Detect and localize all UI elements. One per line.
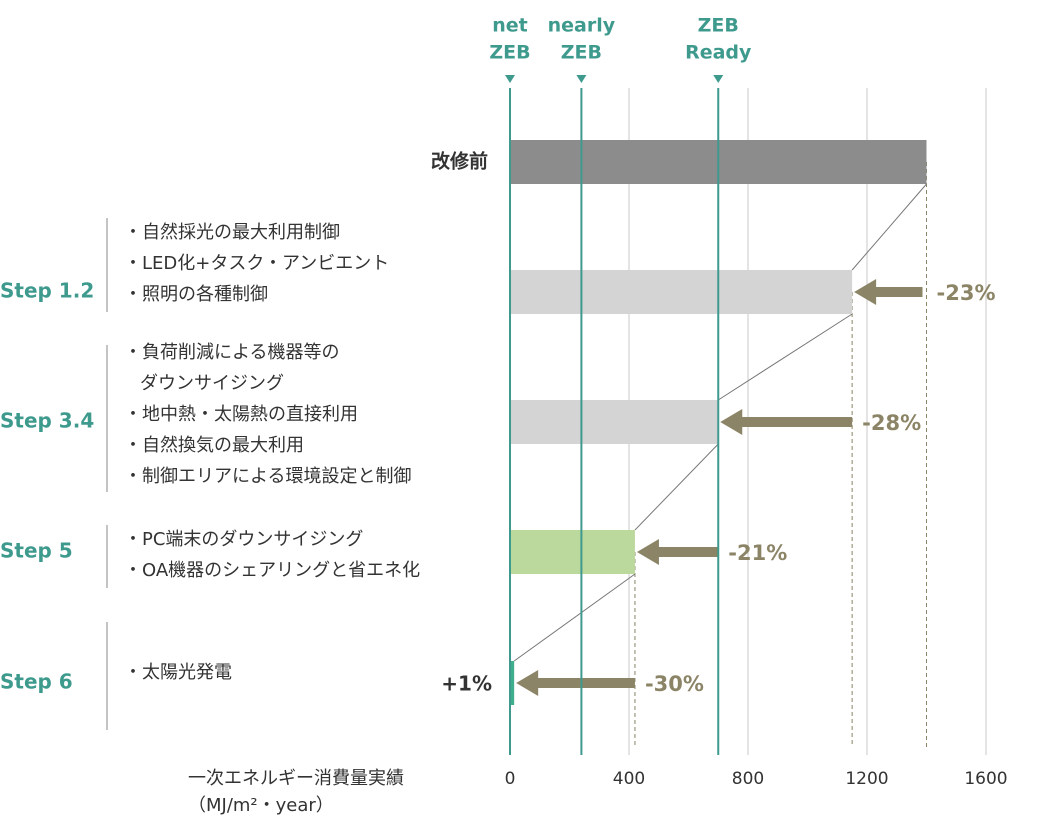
reference-marker [576,75,587,83]
connector [634,443,719,531]
measure-text: ・制御エリアによる環境設定と制御 [124,466,411,487]
step-label: Step 3.4 [0,409,94,433]
step-label: Step 6 [0,670,73,694]
category-label: 改修前 [431,150,488,173]
measure-text: ・負荷削減による機器等の [124,342,339,363]
reference-label: net [492,15,528,37]
bar [510,661,515,705]
connector [851,183,927,271]
measure-text: ・自然換気の最大利用 [124,435,304,456]
change-label: -23% [937,281,996,305]
change-label: -21% [728,541,787,565]
measure-text: ・自然採光の最大利用制御 [124,222,340,243]
step-label: Step 1.2 [0,279,94,303]
reference-label: nearly [548,15,616,37]
x-tick-label: 0 [505,769,516,789]
step-label: Step 5 [0,539,73,563]
change-arrow [720,409,853,435]
bar [510,400,719,444]
x-axis-label: 一次エネルギー消費量実績 [188,768,404,789]
change-label: -30% [645,672,704,696]
measure-text: ・地中熱・太陽熱の直接利用 [124,404,358,425]
bar [510,270,853,314]
measure-text: ・LED化+タスク・アンビエント [124,253,389,274]
connector [717,313,853,401]
x-tick-label: 800 [732,769,764,789]
measure-text: ・照明の各種制御 [124,284,268,305]
reference-label: Ready [685,42,752,64]
x-tick-label: 1200 [845,769,888,789]
reference-label: ZEB [698,15,739,37]
change-arrow [854,279,923,305]
measure-text: ・太陽光発電 [124,662,232,683]
measure-text: ・OA機器のシェアリングと省エネ化 [124,560,420,581]
bar [510,530,635,574]
x-tick-label: 400 [613,769,645,789]
reference-label: ZEB [561,42,602,64]
change-arrow [516,670,635,696]
reference-label: ZEB [489,42,530,64]
measure-text: ・PC端末のダウンサイジング [124,529,363,550]
x-tick-label: 1600 [964,769,1007,789]
measure-text: ダウンサイジング [140,373,284,394]
value-label: +1% [441,672,492,696]
x-axis-label: （MJ/m²・year） [188,795,334,816]
reference-marker [505,75,515,83]
change-label: -28% [862,411,921,435]
connector [513,573,636,662]
reference-marker [713,75,724,83]
change-arrow [636,539,719,565]
